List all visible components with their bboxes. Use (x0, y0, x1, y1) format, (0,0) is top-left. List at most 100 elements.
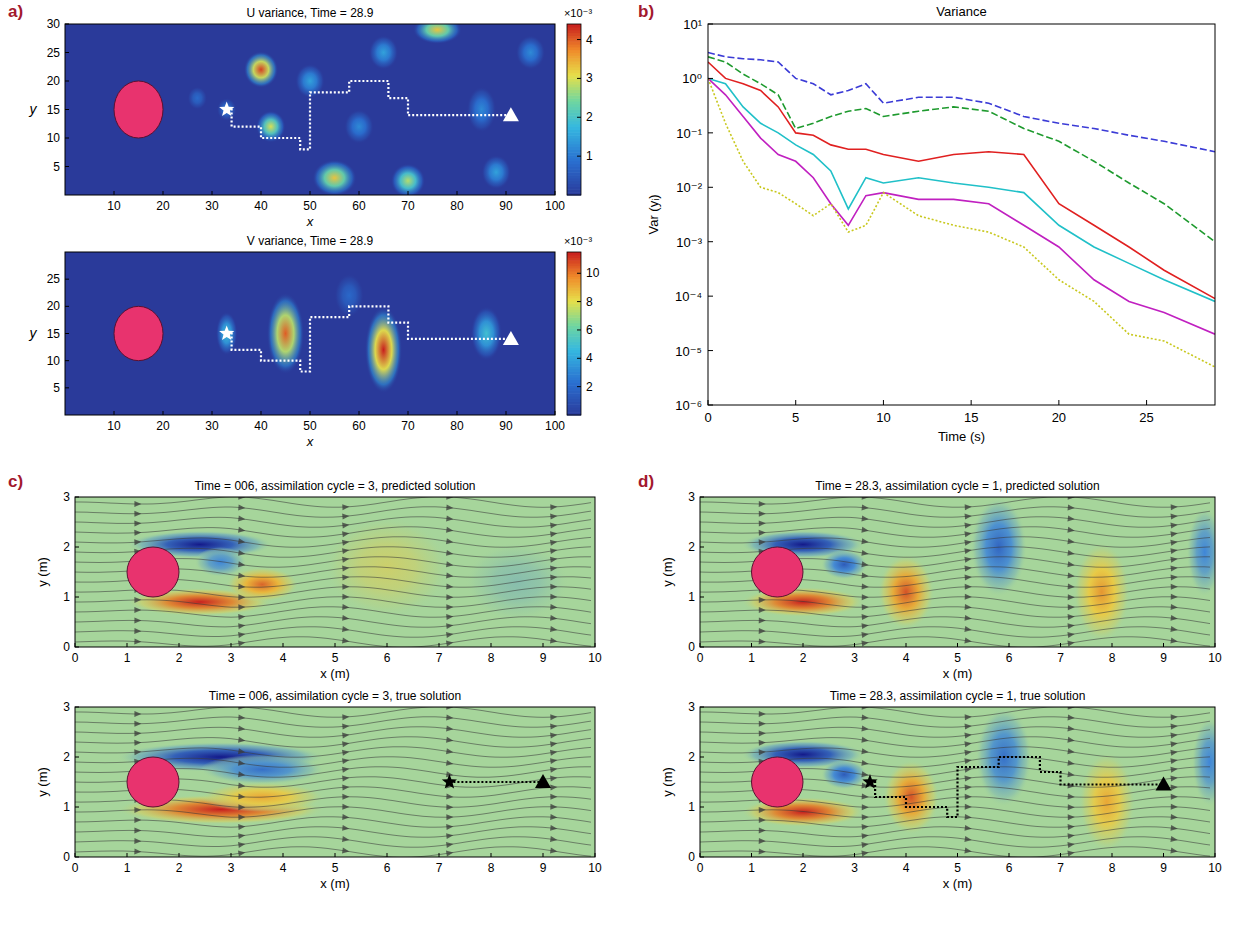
field-feature (188, 87, 208, 110)
streamline-arrow (1170, 749, 1178, 756)
heatmap-plot (65, 24, 555, 195)
panel-title: Time = 28.3, assimilation cycle = 1, pre… (815, 479, 1099, 493)
variance-line (708, 78, 1215, 367)
y-tick-label: 1 (63, 800, 70, 814)
streamline-arrow (862, 613, 869, 619)
y-tick-label: 5 (53, 160, 60, 174)
streamline (75, 847, 591, 857)
streamline-arrow (446, 527, 454, 534)
x-tick-label: 40 (254, 199, 268, 213)
streamline-arrow (861, 771, 869, 778)
streamline-arrow (446, 849, 454, 856)
colorbar-tick (577, 358, 581, 359)
x-tick-label: 90 (499, 199, 513, 213)
y-tick-label: 5 (53, 381, 60, 395)
streamline-arrow (1171, 594, 1178, 600)
y-tick (708, 405, 713, 406)
x-tick (75, 643, 76, 647)
x-tick-label: 8 (1109, 651, 1116, 665)
field-feature (413, 24, 462, 44)
x-axis-title: x (m) (320, 666, 350, 681)
streamline-arrow (1170, 740, 1178, 747)
streamline-arrow (550, 615, 558, 622)
x-tick-label: 20 (156, 419, 170, 433)
x-tick (555, 191, 556, 195)
x-tick (457, 191, 458, 195)
x-tick-label: 10 (588, 861, 602, 875)
x-tick (751, 643, 752, 647)
streamline-arrow (342, 604, 349, 610)
streamline (75, 607, 591, 617)
streamline (75, 817, 591, 827)
streamline-arrow (759, 628, 766, 634)
streamline-arrow (134, 807, 141, 813)
panel-letter: c) (8, 472, 23, 491)
colorbar-tick-label: 2 (586, 380, 593, 394)
streamline-arrow (965, 594, 972, 600)
x-tick-label: 7 (436, 651, 443, 665)
plot-frame (65, 24, 555, 195)
y-tick-label: 2 (688, 540, 695, 554)
y-tick (75, 497, 79, 498)
x-tick-label: 5 (332, 861, 339, 875)
streamline-arrow (1170, 615, 1178, 622)
streamline-arrow (550, 714, 557, 720)
streamline (700, 597, 1210, 607)
y-tick-label: 10⁻¹ (676, 126, 702, 141)
streamline (700, 527, 1210, 537)
x-tick (906, 643, 907, 647)
y-tick (75, 707, 79, 708)
streamlines (75, 707, 591, 857)
x-tick (803, 643, 804, 647)
streamline-arrow (238, 639, 246, 646)
x-axis-title: x (306, 214, 314, 229)
streamline-arrow (862, 814, 869, 820)
x-tick-label: 3 (228, 651, 235, 665)
x-tick (179, 643, 180, 647)
streamline-arrow (1170, 732, 1178, 739)
x-tick-label: 0 (72, 861, 79, 875)
streamline-arrow (1068, 604, 1075, 610)
streamline-arrow (1067, 737, 1075, 744)
x-tick (261, 411, 262, 415)
panel-letter: b) (638, 2, 654, 21)
streamline-arrow (861, 527, 869, 534)
x-tick-label: 30 (205, 419, 219, 433)
y-axis-title: y (m) (35, 557, 50, 587)
streamline-arrow (134, 749, 141, 755)
streamline-arrow (550, 522, 558, 529)
x-tick (439, 643, 440, 647)
y-tick (75, 757, 79, 758)
streamline-arrow (238, 841, 246, 848)
streamline-arrow (550, 784, 557, 790)
x-tick-label: 60 (352, 199, 366, 213)
x-tick (231, 643, 232, 647)
plot-frame (65, 252, 555, 415)
x-tick-label: 70 (401, 419, 415, 433)
streamline-arrow (342, 522, 350, 529)
streamline-arrow (862, 823, 869, 829)
streamline-arrow (446, 639, 454, 646)
streamline-arrow (1171, 574, 1178, 580)
streamline-arrow (134, 607, 141, 613)
y-tick-label: 1 (688, 800, 695, 814)
streamline-arrow (861, 849, 869, 856)
streamline-arrow (862, 504, 870, 511)
streamline-arrow (759, 848, 766, 854)
x-tick (1112, 643, 1113, 647)
x-axis-title: x (m) (320, 876, 350, 891)
streamline-arrow (964, 825, 972, 832)
x-tick (506, 191, 507, 195)
streamline-arrow (1068, 584, 1075, 590)
streamline (75, 827, 591, 837)
field-feature (821, 550, 867, 580)
x-tick-label: 2 (176, 651, 183, 665)
streamline-arrow (964, 775, 972, 782)
streamline-arrow (861, 561, 869, 568)
streamline-arrow (446, 832, 454, 839)
x-tick-label: 9 (540, 861, 547, 875)
streamline-arrow (238, 613, 245, 619)
cylinder (752, 757, 804, 807)
streamline-arrow (759, 530, 766, 536)
x-tick-label: 40 (254, 419, 268, 433)
